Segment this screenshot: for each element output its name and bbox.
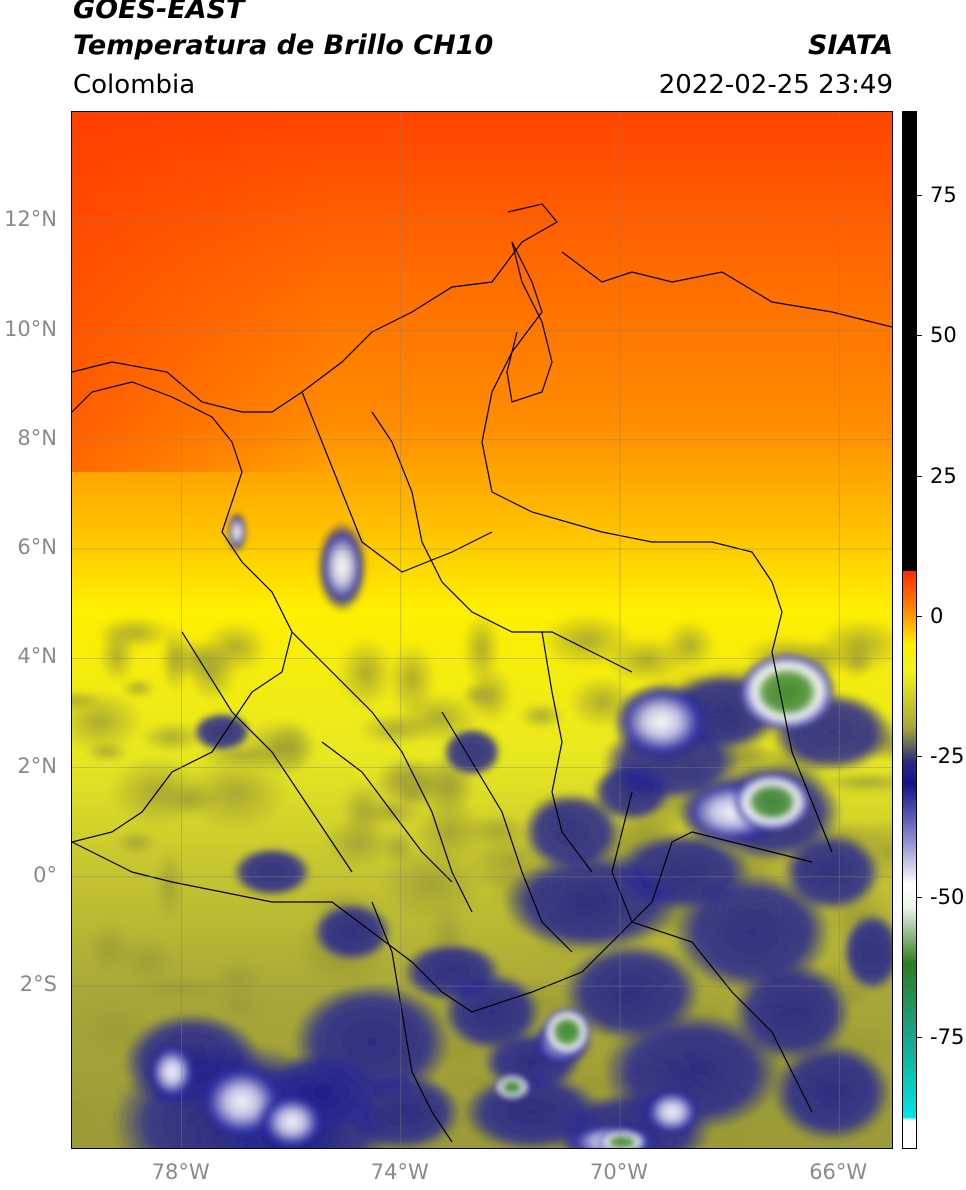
cold-cloud <box>232 847 312 897</box>
olive-cloud <box>662 619 717 672</box>
olive-cloud <box>413 799 487 865</box>
very-cold-core <box>737 652 837 732</box>
border-line <box>561 251 892 328</box>
cold-cloud <box>772 1042 892 1142</box>
lon-label: 70°W <box>590 1160 648 1184</box>
border-line <box>72 531 293 843</box>
colorbar-tick <box>917 335 922 337</box>
border-line <box>371 901 453 1143</box>
lat-label: 2°N <box>17 753 57 778</box>
olive-cloud <box>838 643 875 680</box>
olive-cloud <box>238 718 319 777</box>
cold-cloud <box>312 902 392 962</box>
colorbar <box>902 111 917 1149</box>
border-line <box>506 241 553 403</box>
olive-cloud <box>116 936 179 985</box>
colorbar-label: 75 <box>930 183 957 208</box>
border-line <box>371 411 633 673</box>
border-line <box>72 831 693 1013</box>
organization-label: SIATA <box>807 30 893 61</box>
olive-cloud <box>387 641 437 718</box>
colorbar-tick <box>917 896 922 898</box>
olive-cloud <box>139 721 205 754</box>
cold-cloud <box>192 712 252 752</box>
border-line <box>301 391 493 573</box>
lat-label: 10°N <box>4 316 57 341</box>
border-line <box>72 203 558 413</box>
very-cold-core <box>542 1007 592 1057</box>
title-product: Temperatura de Brillo CH10 <box>73 30 494 61</box>
cold-cell <box>257 1092 327 1148</box>
olive-cloud <box>518 702 565 730</box>
olive-cloud <box>114 830 158 856</box>
cold-cell <box>147 1042 197 1102</box>
colorbar-label: 0 <box>930 603 944 628</box>
border-line <box>291 631 473 913</box>
satellite-map[interactable] <box>71 111 893 1149</box>
very-cold-core <box>494 1075 530 1099</box>
lon-label: 66°W <box>809 1160 868 1184</box>
graticule-lines <box>72 112 892 1148</box>
country-borders <box>72 203 892 1143</box>
colorbar-label: -25 <box>930 744 965 769</box>
cold-cloud <box>782 832 882 912</box>
timestamp-label: 2022-02-25 23:49 <box>658 70 893 100</box>
cold-cell <box>642 1087 702 1137</box>
lat-label: 0° <box>33 862 57 887</box>
lat-label: 12°N <box>4 207 57 232</box>
olive-cloud <box>72 688 145 755</box>
lat-label: 2°S <box>19 972 57 997</box>
cold-cloud <box>522 792 622 872</box>
olive-cloud <box>98 626 136 684</box>
border-line <box>631 921 813 1113</box>
border-line <box>541 631 593 873</box>
lat-label: 8°N <box>17 425 57 450</box>
colorbar-tick <box>917 1036 922 1038</box>
colorbar-label: 25 <box>930 463 957 488</box>
olive-cloud <box>337 636 395 710</box>
olive-cloud <box>378 845 486 924</box>
title-satellite: GOES-EAST <box>73 0 245 25</box>
lat-label: 4°N <box>17 644 57 669</box>
border-line <box>181 631 353 873</box>
colorbar-tick <box>917 195 922 197</box>
warm-sea-band <box>72 112 332 472</box>
very-cold-core <box>732 772 812 832</box>
colorbar-tick <box>917 756 922 758</box>
lat-label: 6°N <box>17 535 57 560</box>
border-line <box>611 791 633 923</box>
olive-cloud <box>539 612 635 669</box>
cold-cloud <box>732 962 852 1062</box>
colorbar-label: 50 <box>930 323 957 348</box>
colorbar-tick <box>917 475 922 477</box>
cold-cell <box>227 512 247 552</box>
lon-label: 78°W <box>151 1160 210 1184</box>
colorbar-label: -75 <box>930 1024 965 1049</box>
colorbar-tick <box>917 615 922 617</box>
cold-cloud <box>842 912 892 992</box>
olive-cloud <box>119 677 157 699</box>
map-canvas <box>72 112 892 1148</box>
cold-cloud <box>402 942 502 1002</box>
colorbar-label: -50 <box>930 884 965 909</box>
olive-cloud <box>460 682 497 708</box>
region-label: Colombia <box>73 70 196 100</box>
olive-cloud <box>213 957 263 1006</box>
border-line <box>72 381 243 533</box>
olive-cloud <box>462 813 533 849</box>
border-line <box>441 711 573 953</box>
lon-label: 74°W <box>370 1160 429 1184</box>
border-line <box>691 831 813 863</box>
very-cold-core <box>597 1130 647 1148</box>
olive-cloud <box>154 848 185 923</box>
cold-cell <box>612 682 712 762</box>
olive-cloud <box>84 741 130 763</box>
border-line <box>321 741 453 883</box>
cold-cloud <box>442 727 502 777</box>
olive-cloud <box>72 1092 99 1126</box>
olive-cloud <box>358 712 436 747</box>
cold-cell <box>317 522 367 612</box>
